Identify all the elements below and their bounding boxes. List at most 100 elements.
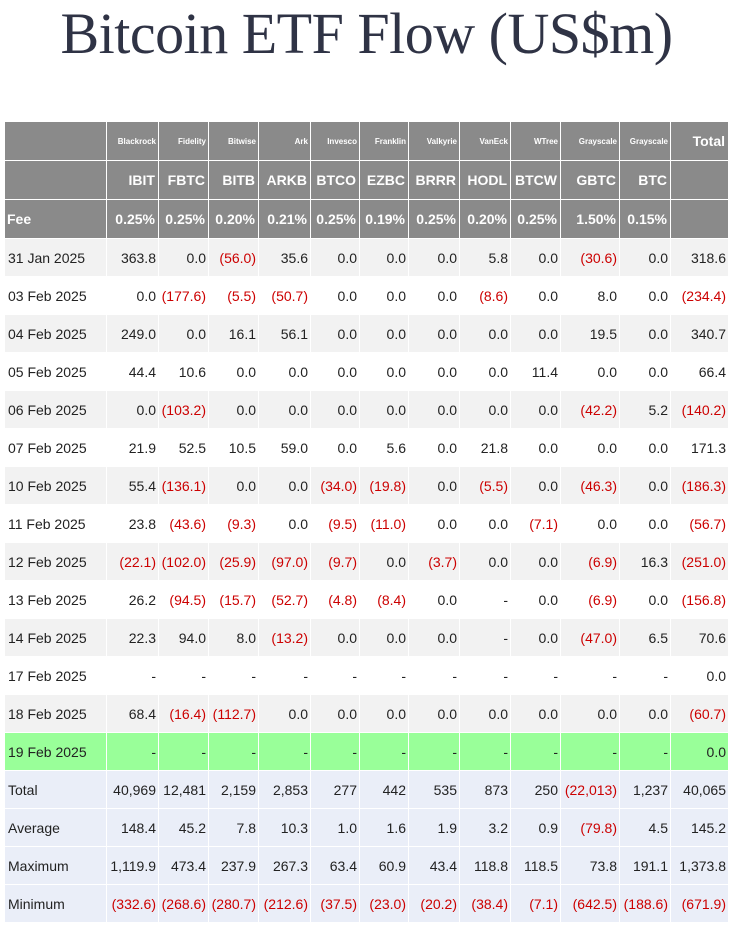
- row-total: 0.0: [670, 656, 729, 695]
- flow-value: (42.2): [560, 390, 620, 429]
- flow-value: 21.9: [106, 428, 159, 467]
- flow-value: (52.7): [258, 580, 311, 619]
- flow-value: (177.6): [158, 276, 209, 315]
- summary-total: 40,065: [670, 770, 729, 809]
- summary-value: 4.5: [619, 808, 671, 847]
- summary-row: Minimum (332.6) (268.6) (280.7) (212.6) (37.5…: [4, 884, 729, 923]
- issuer-header: Valkyrie: [408, 121, 460, 161]
- ticker-header: BTC: [619, 160, 671, 200]
- flow-value: 11.4: [510, 352, 561, 391]
- fee-label: Fee: [4, 199, 107, 239]
- flow-value: -: [158, 656, 209, 695]
- flow-value: (94.5): [158, 580, 209, 619]
- flow-value: 0.0: [510, 466, 561, 505]
- summary-value: (79.8): [560, 808, 620, 847]
- flow-value: (103.2): [158, 390, 209, 429]
- summary-value: 191.1: [619, 846, 671, 885]
- summary-row: Average 148.4 45.2 7.8 10.3 1.0 1.6 1.9 3.2 0.9 (7…: [4, 808, 729, 847]
- flow-value: -: [359, 732, 409, 771]
- issuer-header: WTree: [510, 121, 561, 161]
- issuer-header: Bitwise: [208, 121, 259, 161]
- flow-value: 0.0: [310, 352, 360, 391]
- flow-value: (97.0): [258, 542, 311, 581]
- flow-value: 0.0: [310, 618, 360, 657]
- flow-value: 0.0: [359, 542, 409, 581]
- flow-value: 0.0: [560, 504, 620, 543]
- summary-label: Total: [4, 770, 107, 809]
- flow-value: 0.0: [359, 618, 409, 657]
- blank-header-cell: [4, 160, 107, 200]
- issuer-header: Franklin: [359, 121, 409, 161]
- fee-value: 0.15%: [619, 199, 671, 239]
- summary-value: (268.6): [158, 884, 209, 923]
- summary-value: (37.5): [310, 884, 360, 923]
- flow-value: 0.0: [158, 238, 209, 277]
- flow-value: 5.8: [459, 238, 511, 277]
- summary-value: 148.4: [106, 808, 159, 847]
- flow-value: (6.9): [560, 542, 620, 581]
- row-date: 06 Feb 2025: [4, 390, 107, 429]
- summary-value: (7.1): [510, 884, 561, 923]
- summary-value: (332.6): [106, 884, 159, 923]
- flow-value: (8.6): [459, 276, 511, 315]
- flow-value: (102.0): [158, 542, 209, 581]
- summary-label: Minimum: [4, 884, 107, 923]
- flow-value: (3.7): [408, 542, 460, 581]
- summary-value: 3.2: [459, 808, 511, 847]
- row-total: 340.7: [670, 314, 729, 353]
- issuer-header-row: Blackrock Fidelity Bitwise Ark Invesco Frankl…: [4, 121, 729, 161]
- flow-value: -: [619, 732, 671, 771]
- flow-value: 0.0: [258, 694, 311, 733]
- table-row: 04 Feb 2025 249.0 0.0 16.1 56.1 0.0 0.0 0.0 0.0 0…: [4, 314, 729, 353]
- summary-value: 118.8: [459, 846, 511, 885]
- fee-value: 0.25%: [310, 199, 360, 239]
- flow-value: -: [106, 656, 159, 695]
- summary-value: 73.8: [560, 846, 620, 885]
- flow-value: 0.0: [619, 276, 671, 315]
- flow-value: 6.5: [619, 618, 671, 657]
- flow-value: (43.6): [158, 504, 209, 543]
- summary-value: (23.0): [359, 884, 409, 923]
- row-date: 14 Feb 2025: [4, 618, 107, 657]
- flow-value: 0.0: [619, 580, 671, 619]
- flow-value: -: [258, 732, 311, 771]
- flow-value: 0.0: [408, 238, 460, 277]
- flow-value: 0.0: [619, 352, 671, 391]
- flow-value: (30.6): [560, 238, 620, 277]
- row-total: (140.2): [670, 390, 729, 429]
- flow-value: (13.2): [258, 618, 311, 657]
- flow-value: 0.0: [408, 580, 460, 619]
- fee-value: 1.50%: [560, 199, 620, 239]
- flow-value: 0.0: [619, 238, 671, 277]
- flow-value: 0.0: [408, 466, 460, 505]
- flow-value: 55.4: [106, 466, 159, 505]
- flow-value: 0.0: [208, 390, 259, 429]
- ticker-header: IBIT: [106, 160, 159, 200]
- flow-value: -: [619, 656, 671, 695]
- flow-value: (6.9): [560, 580, 620, 619]
- row-total: 0.0: [670, 732, 729, 771]
- summary-value: 1,237: [619, 770, 671, 809]
- row-date: 10 Feb 2025: [4, 466, 107, 505]
- ticker-header-row: IBIT FBTC BITB ARKB BTCO EZBC BRRR HODL BTCW GBTC…: [4, 160, 729, 200]
- issuer-header: Grayscale: [560, 121, 620, 161]
- summary-value: 60.9: [359, 846, 409, 885]
- table-row: 12 Feb 2025 (22.1) (102.0) (25.9) (97.0) (9.7…: [4, 542, 729, 581]
- flow-value: 0.0: [158, 314, 209, 353]
- row-total: (234.4): [670, 276, 729, 315]
- flow-value: 0.0: [510, 694, 561, 733]
- row-date: 18 Feb 2025: [4, 694, 107, 733]
- table-row: 11 Feb 2025 23.8 (43.6) (9.3) 0.0 (9.5) (11.0)…: [4, 504, 729, 543]
- flow-value: 10.6: [158, 352, 209, 391]
- flow-value: -: [310, 732, 360, 771]
- fee-value: 0.25%: [106, 199, 159, 239]
- page-title: Bitcoin ETF Flow (US$m): [60, 1, 673, 66]
- row-total: 66.4: [670, 352, 729, 391]
- flow-value: (9.5): [310, 504, 360, 543]
- flow-value: 0.0: [310, 694, 360, 733]
- flow-value: (136.1): [158, 466, 209, 505]
- flow-value: 0.0: [510, 276, 561, 315]
- flow-value: 249.0: [106, 314, 159, 353]
- table-row: 13 Feb 2025 26.2 (94.5) (15.7) (52.7) (4.8) (8…: [4, 580, 729, 619]
- flow-value: 0.0: [359, 694, 409, 733]
